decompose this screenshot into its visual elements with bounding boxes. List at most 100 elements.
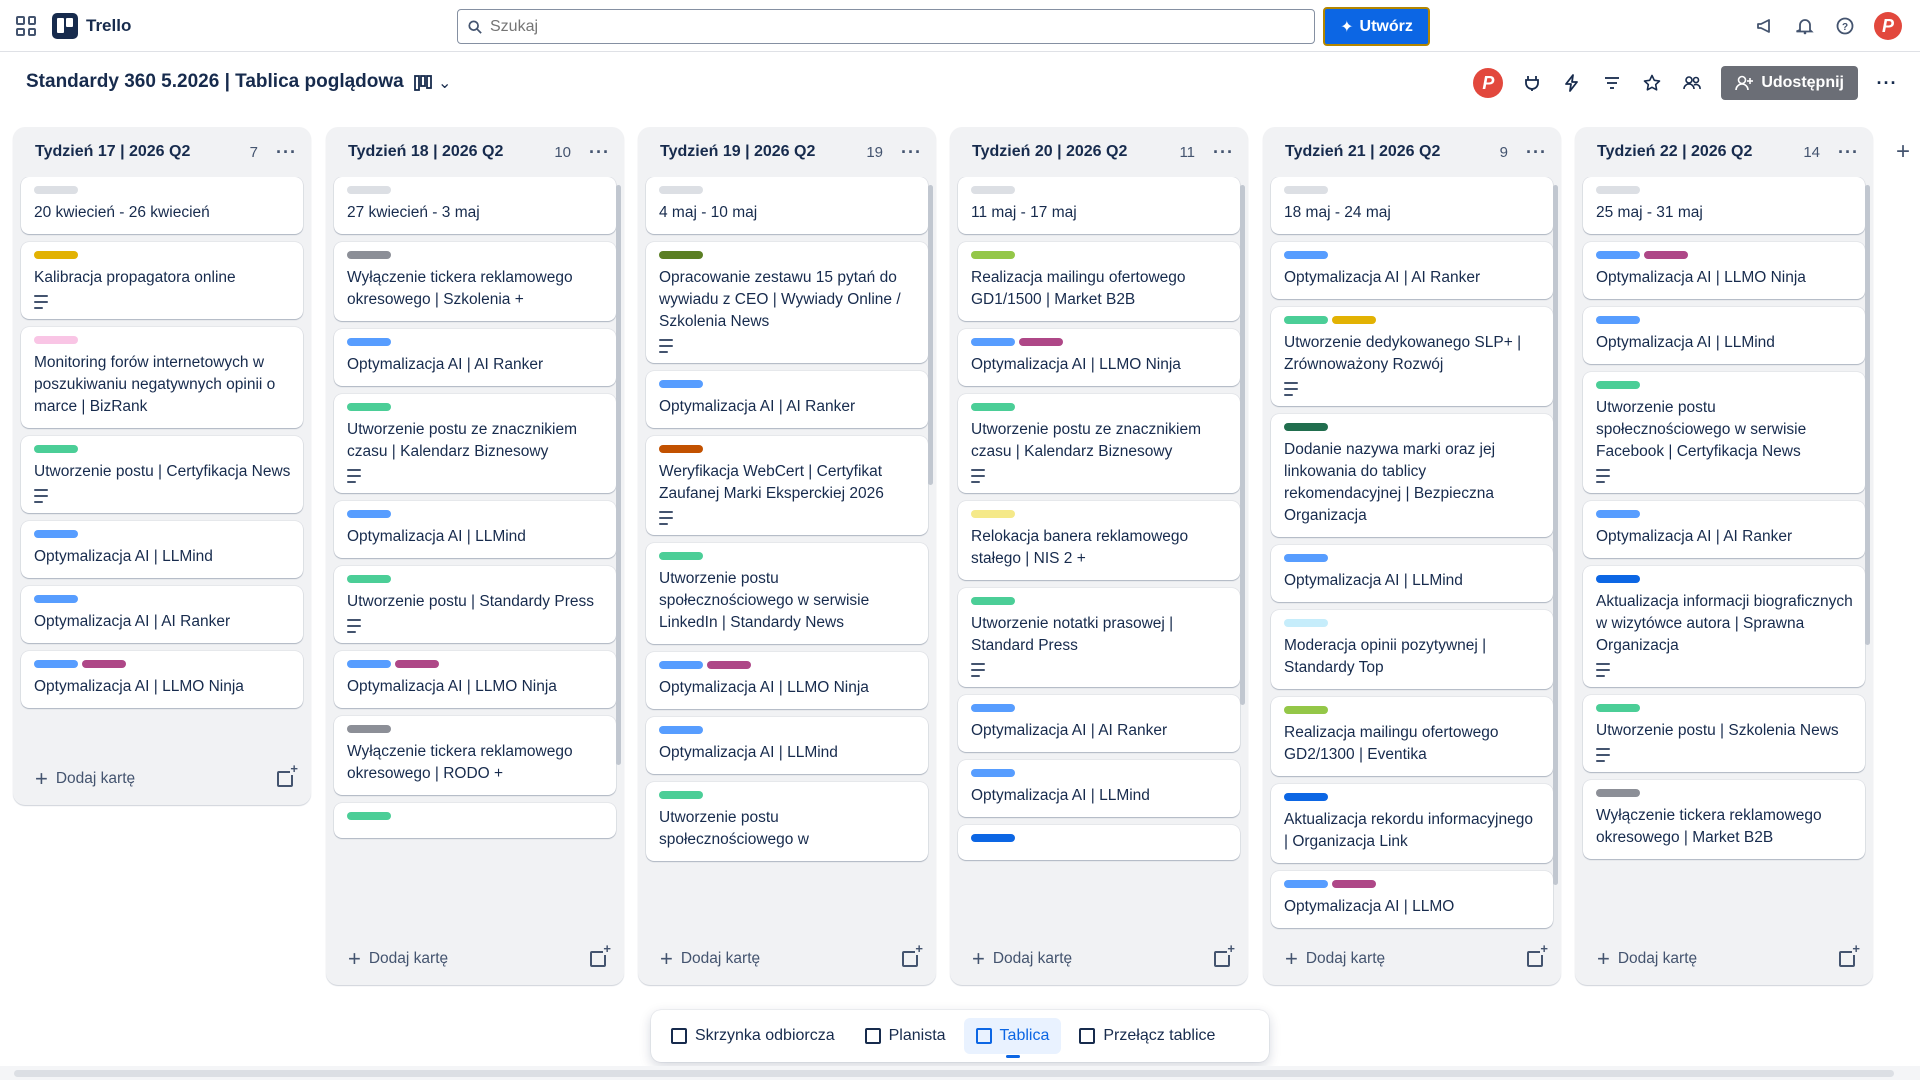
card-label[interactable] [971,597,1015,605]
card-label[interactable] [1596,186,1640,194]
card-label[interactable] [1284,186,1328,194]
list-scrollbar[interactable] [1240,185,1245,705]
card[interactable]: 27 kwiecień - 3 maj [334,177,616,234]
card-label[interactable] [1596,575,1640,583]
card[interactable]: Optymalizacja AI | AI Ranker [958,695,1240,752]
card[interactable]: Optymalizacja AI | LLMO [1271,871,1553,928]
card-label[interactable] [1596,704,1640,712]
card-label[interactable] [1596,316,1640,324]
card-label[interactable] [659,186,703,194]
horizontal-scrollbar-thumb[interactable] [14,1070,1894,1077]
card-label[interactable] [1284,619,1328,627]
card-label[interactable] [347,660,391,668]
card[interactable]: Weryfikacja WebCert | Certyfikat Zaufane… [646,436,928,535]
list-title[interactable]: Tydzień 20 | 2026 Q2 [972,143,1128,160]
list-scrollbar[interactable] [1553,185,1558,885]
card[interactable]: Utworzenie postu | Standardy Press [334,566,616,643]
card[interactable]: Realizacja mailingu ofertowego GD2/1300 … [1271,697,1553,776]
card[interactable]: Optymalizacja AI | LLMind [334,501,616,558]
card-label[interactable] [659,251,703,259]
card[interactable]: 25 maj - 31 maj [1583,177,1865,234]
card-label[interactable] [1596,510,1640,518]
card-label[interactable] [1644,251,1688,259]
card[interactable]: Kalibracja propagatora online [21,242,303,319]
card-label[interactable] [659,791,703,799]
card[interactable] [334,803,616,838]
card-label[interactable] [347,575,391,583]
card-label[interactable] [659,726,703,734]
share-button[interactable]: Udostępnij [1721,66,1858,100]
search-box[interactable] [457,9,1315,44]
list-header[interactable]: Tydzień 22 | 2026 Q2 14 ··· [1575,127,1873,177]
list-header[interactable]: Tydzień 18 | 2026 Q2 10 ··· [326,127,624,177]
list-header[interactable]: Tydzień 21 | 2026 Q2 9 ··· [1263,127,1561,177]
members-icon[interactable] [1681,72,1703,94]
card[interactable]: 11 maj - 17 maj [958,177,1240,234]
card[interactable]: Optymalizacja AI | LLMO Ninja [958,329,1240,386]
more-icon[interactable]: ··· [1876,72,1898,93]
card[interactable]: Utworzenie postu ze znacznikiem czasu | … [334,394,616,493]
card[interactable]: Relokacja banera reklamowego stałego | N… [958,501,1240,580]
card[interactable]: Optymalizacja AI | AI Ranker [646,371,928,428]
card[interactable]: Utworzenie postu społecznościowego w ser… [646,543,928,644]
card-label[interactable] [1019,338,1063,346]
bell-icon[interactable] [1794,15,1816,37]
list-menu-icon[interactable]: ··· [901,141,922,162]
filter-icon[interactable] [1601,72,1623,94]
card-label[interactable] [347,510,391,518]
card[interactable]: Optymalizacja AI | LLMind [1271,545,1553,602]
create-button[interactable]: ✦ Utwórz [1323,7,1430,46]
card[interactable]: Optymalizacja AI | LLMind [958,760,1240,817]
board-view-switcher[interactable]: ⌄ [414,73,451,93]
card-label[interactable] [1284,554,1328,562]
card-label[interactable] [1284,880,1328,888]
card-label[interactable] [347,725,391,733]
card[interactable]: Utworzenie postu społecznościowego w ser… [1583,372,1865,493]
create-from-template-icon[interactable] [277,763,298,787]
card-label[interactable] [1596,381,1640,389]
card-label[interactable] [1284,793,1328,801]
card[interactable]: Optymalizacja AI | LLMO Ninja [334,651,616,708]
card[interactable]: Utworzenie dedykowanego SLP+ | Zrównoważ… [1271,307,1553,406]
card-label[interactable] [707,661,751,669]
card[interactable]: Monitoring forów internetowych w poszuki… [21,327,303,428]
board-tab[interactable]: Tablica [963,1018,1062,1058]
card[interactable]: Optymalizacja AI | LLMind [1583,307,1865,364]
card-label[interactable] [34,660,78,668]
add-card-button[interactable]: + Dodaj kartę [348,948,590,970]
card[interactable]: 20 kwiecień - 26 kwiecień [21,177,303,234]
list-scrollbar[interactable] [928,185,933,485]
card[interactable]: Optymalizacja AI | AI Ranker [1583,501,1865,558]
card-label[interactable] [659,661,703,669]
card[interactable]: Dodanie nazywa marki oraz jej linkowania… [1271,414,1553,537]
card[interactable]: Optymalizacja AI | AI Ranker [1271,242,1553,299]
create-from-template-icon[interactable] [1527,943,1548,967]
inbox-tab[interactable]: Skrzynka odbiorcza [659,1018,847,1054]
card[interactable]: Aktualizacja informacji biograficznych w… [1583,566,1865,687]
card[interactable]: Realizacja mailingu ofertowego GD1/1500 … [958,242,1240,321]
card[interactable]: Moderacja opinii pozytywnej | Standardy … [1271,610,1553,689]
card-label[interactable] [1332,316,1376,324]
card[interactable]: Aktualizacja rekordu informacyjnego | Or… [1271,784,1553,863]
card-label[interactable] [971,510,1015,518]
list-header[interactable]: Tydzień 19 | 2026 Q2 19 ··· [638,127,936,177]
list-title[interactable]: Tydzień 18 | 2026 Q2 [348,143,504,160]
member-avatar[interactable]: P [1473,68,1504,98]
card[interactable]: Optymalizacja AI | LLMO Ninja [21,651,303,708]
create-from-template-icon[interactable] [590,943,611,967]
add-card-button[interactable]: + Dodaj kartę [35,768,277,790]
card-label[interactable] [34,530,78,538]
card-label[interactable] [971,186,1015,194]
list-title[interactable]: Tydzień 22 | 2026 Q2 [1597,143,1753,160]
card[interactable]: Optymalizacja AI | AI Ranker [334,329,616,386]
card-label[interactable] [971,251,1015,259]
card-label[interactable] [659,380,703,388]
add-card-button[interactable]: + Dodaj kartę [1597,948,1839,970]
card[interactable]: Optymalizacja AI | LLMO Ninja [1583,242,1865,299]
list-menu-icon[interactable]: ··· [1213,141,1234,162]
list-menu-icon[interactable]: ··· [276,141,297,162]
megaphone-icon[interactable] [1754,15,1776,37]
card-label[interactable] [1284,316,1328,324]
card-label[interactable] [1284,706,1328,714]
list-title[interactable]: Tydzień 19 | 2026 Q2 [660,143,816,160]
